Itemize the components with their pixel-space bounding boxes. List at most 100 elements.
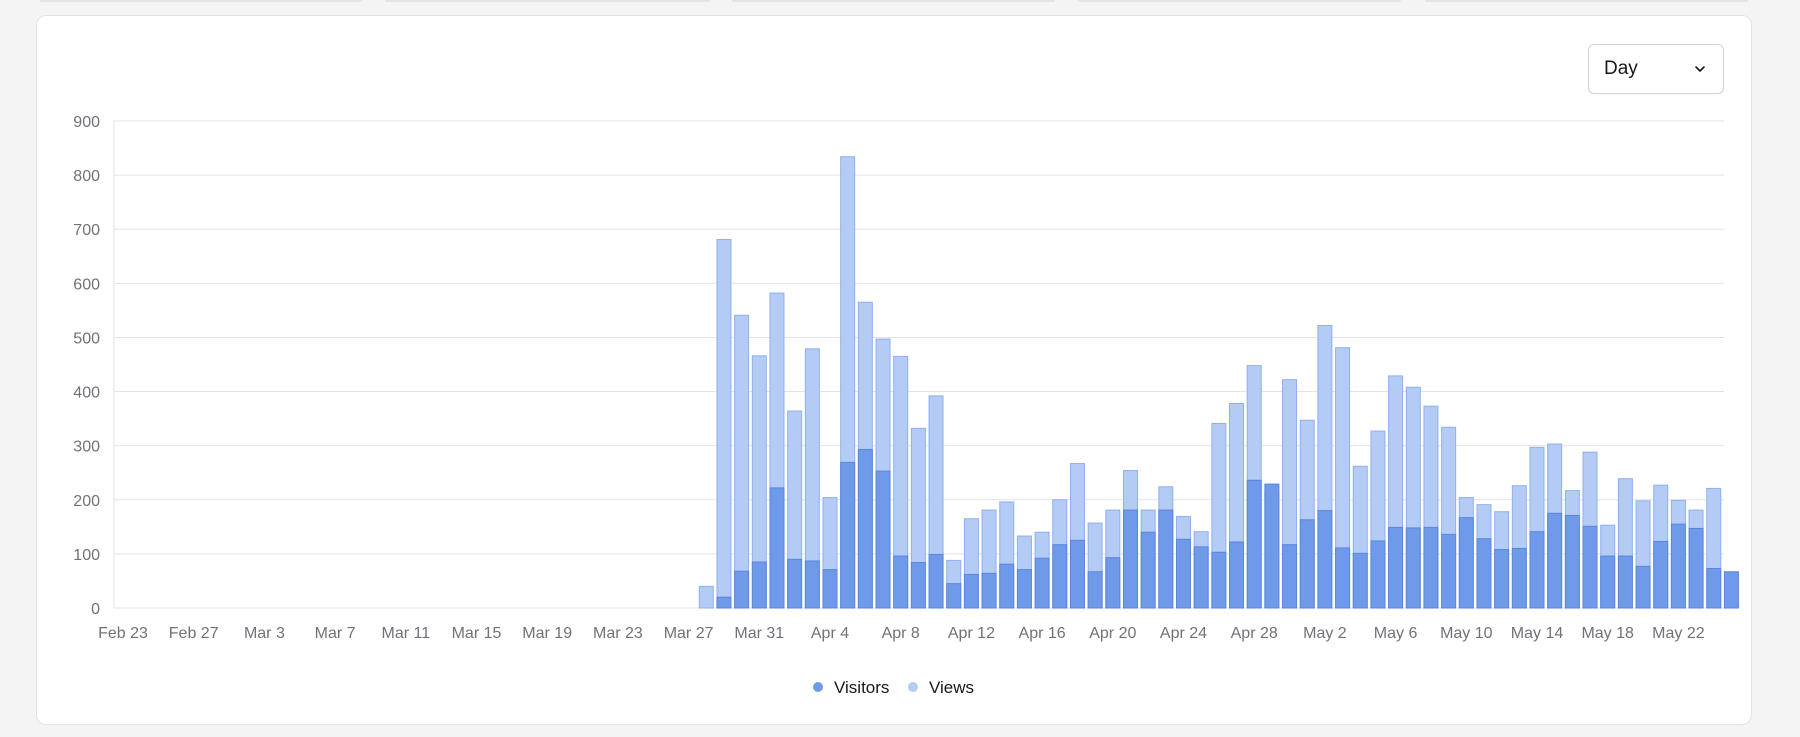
x-tick-label: Apr 20 [1089,625,1136,642]
views-bar[interactable] [716,239,732,609]
visitors-bar[interactable] [1423,526,1439,609]
visitors-bar[interactable] [1282,544,1298,609]
x-tick-label: Apr 16 [1019,625,1066,642]
legend-label-views: Views [929,678,974,697]
views-bar[interactable] [698,585,714,609]
visitors-bar[interactable] [1246,479,1262,609]
y-tick-label: 0 [91,601,100,618]
visitors-bar[interactable] [1494,549,1510,609]
visitors-bar[interactable] [1016,569,1032,609]
y-tick-label: 300 [73,439,100,456]
visitors-bar[interactable] [1069,539,1085,609]
legend-label-visitors: Visitors [834,678,889,697]
visitors-bar[interactable] [1052,544,1068,609]
x-axis-ticks: Feb 23 Feb 27 Mar 3 Mar 7 Mar 11 Mar 15 Mar 19… [98,625,1705,642]
visitors-bar[interactable] [1122,509,1138,609]
visitors-bar[interactable] [840,461,856,609]
x-tick-label: Mar 11 [381,625,430,642]
interval-select[interactable]: Day [1588,44,1724,94]
y-tick-label: 400 [73,385,100,402]
visitors-bar[interactable] [1511,547,1527,609]
visitors-bar[interactable] [875,470,891,609]
x-tick-label: Apr 28 [1231,625,1278,642]
x-tick-label: Mar 23 [593,625,643,642]
legend-item-views[interactable]: Views [908,678,974,697]
visitors-bar[interactable] [751,561,767,609]
x-tick-label: Apr 12 [948,625,995,642]
visitors-bar[interactable] [769,487,785,609]
top-card-edge [1425,0,1748,2]
visitors-bar[interactable] [1529,531,1545,609]
visitors-bar[interactable] [1317,510,1333,609]
visitors-bar[interactable] [1635,565,1651,609]
top-card-edge [732,0,1055,2]
visitors-bar[interactable] [1405,527,1421,609]
visitors-bar[interactable] [1105,557,1121,609]
visitors-bar[interactable] [1264,483,1280,609]
visitors-bar[interactable] [1582,525,1598,609]
visitors-bar[interactable] [963,573,979,609]
visitors-bar[interactable] [857,448,873,609]
x-tick-label: Feb 27 [169,625,219,642]
visitors-bar[interactable] [1600,555,1616,609]
visitors-bar[interactable] [1370,540,1386,609]
visitors-bar[interactable] [734,570,750,609]
visitors-bar[interactable] [1158,509,1174,609]
visitors-bar[interactable] [1617,555,1633,609]
visitors-bar[interactable] [1140,531,1156,609]
y-tick-label: 700 [73,222,100,239]
views-bar[interactable] [734,314,750,609]
x-tick-label: Mar 19 [522,625,572,642]
visitors-bar[interactable] [1176,538,1191,609]
x-tick-label: Apr 4 [811,625,849,642]
visitors-bar[interactable] [1211,551,1227,609]
x-tick-label: Mar 3 [244,625,285,642]
legend-dot-visitors [813,682,823,692]
visitors-bar[interactable] [1706,567,1722,609]
visitors-bar[interactable] [1441,533,1457,609]
x-tick-label: Apr 8 [882,625,920,642]
visitors-bar[interactable] [787,558,803,609]
legend-dot-views [908,682,918,692]
visitors-bar[interactable] [946,583,962,609]
visitors-bar[interactable] [1476,538,1492,609]
visitors-bar[interactable] [1352,552,1368,609]
visitors-bar[interactable] [999,563,1015,609]
visitors-bar[interactable] [1229,541,1245,609]
visitors-bar[interactable] [1723,571,1739,609]
visitors-bar[interactable] [1087,571,1103,609]
visitors-bar[interactable] [910,562,926,609]
visitors-bar[interactable] [1458,517,1474,609]
x-tick-label: Mar 15 [452,625,502,642]
visitors-bar[interactable] [1193,546,1209,609]
y-tick-label: 200 [73,493,100,510]
visitors-bar[interactable] [822,569,838,609]
legend: Visitors Views [813,678,974,697]
y-tick-label: 800 [73,168,100,185]
visitors-bar[interactable] [893,555,909,609]
visitors-bar[interactable] [1388,526,1404,609]
interval-select-value: Day [1604,58,1638,79]
visitors-bar[interactable] [1335,547,1351,609]
y-tick-label: 500 [73,330,100,347]
x-tick-label: May 6 [1374,625,1418,642]
x-tick-label: Feb 23 [98,625,148,642]
visitors-bar[interactable] [928,553,944,609]
visitors-bar[interactable] [1688,527,1704,609]
legend-item-visitors[interactable]: Visitors [813,678,889,697]
x-tick-label: May 18 [1581,625,1634,642]
x-tick-label: Mar 27 [664,625,714,642]
visitors-bar[interactable] [1670,523,1686,609]
visitors-bar[interactable] [716,596,732,609]
visitors-bar[interactable] [981,572,997,609]
visitors-bar[interactable] [1299,519,1315,609]
x-tick-label: Mar 31 [734,625,784,642]
visitors-bar[interactable] [1547,512,1563,609]
visitors-bar[interactable] [1034,557,1050,609]
visitors-bar[interactable] [804,560,820,609]
y-axis-ticks: 0 100 200 300 400 500 600 700 800 900 [73,114,100,618]
visitors-bar[interactable] [1564,514,1580,609]
visitors-bar[interactable] [1653,540,1669,609]
x-tick-label: Apr 24 [1160,625,1207,642]
